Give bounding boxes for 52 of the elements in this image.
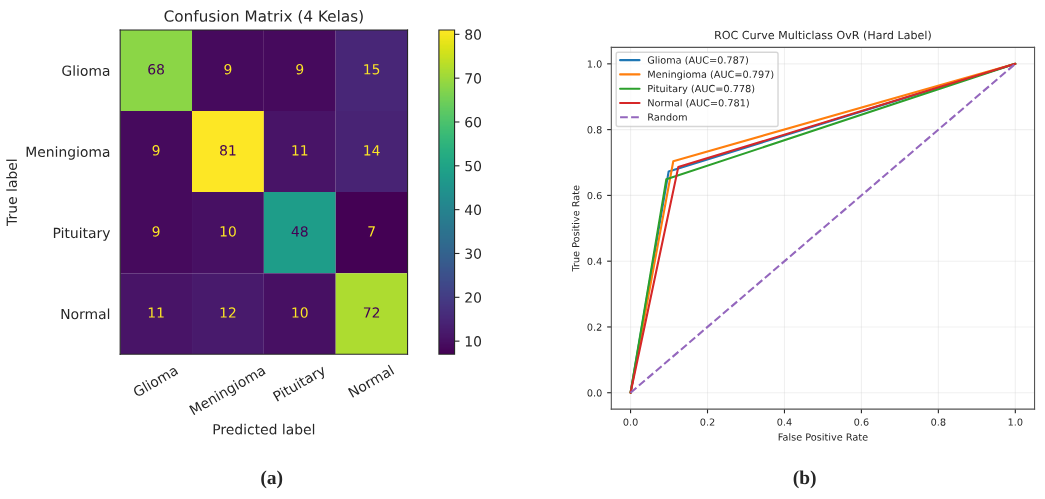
y-tick-label: 0.2	[587, 323, 602, 331]
data-label: 14	[364, 145, 380, 156]
color-bar-label: 30	[465, 248, 482, 259]
x-tick-label: 1.0	[1008, 418, 1023, 426]
data-label: 11	[292, 145, 308, 156]
x-tick-label: 0.4	[777, 418, 792, 426]
color-bar-label: 50	[465, 160, 482, 172]
color-bar-label: 60	[465, 116, 482, 128]
data-label: 9	[152, 145, 160, 156]
data-label: 12	[220, 307, 236, 318]
y-tick-label: Normal	[61, 308, 110, 320]
data-label: 7	[368, 226, 375, 237]
y-tick-label: 1.0	[587, 60, 602, 68]
color-bar-label: 40	[464, 204, 482, 216]
data-label: 72	[363, 307, 380, 318]
chart-title: ROC Curve Multiclass OvR (Hard Label)	[715, 30, 931, 41]
legend-label: Glioma (AUC=0.787)	[647, 56, 748, 65]
x-tick-label: 0.0	[623, 418, 638, 426]
color-bar-label: 80	[465, 29, 482, 40]
x-tick-label: 0.6	[854, 418, 869, 426]
y-tick-label: 0.8	[587, 126, 602, 134]
legend-label: Pituitary (AUC=0.778)	[648, 84, 755, 95]
data-label: 10	[292, 307, 308, 318]
chart-title: Confusion Matrix (4 Kelas)	[164, 10, 363, 24]
x-axis-title: False Positive Rate	[778, 433, 868, 441]
y-tick-label: Glioma	[62, 65, 110, 76]
data-label: 10	[220, 226, 236, 237]
data-label: 68	[148, 64, 164, 75]
y-axis-title: True label	[6, 159, 17, 226]
color-bar-label: 10	[465, 336, 482, 347]
data-label: 9	[224, 64, 232, 75]
text: (b)	[793, 470, 816, 489]
y-tick-label: 0.6	[587, 191, 602, 200]
color-bar-label: 70	[465, 73, 482, 84]
data-label: 48	[291, 226, 308, 237]
data-label: 9	[152, 226, 160, 237]
y-tick-label: Pituitary	[53, 227, 111, 241]
x-axis-title: Predicted label	[213, 423, 315, 435]
y-axis-title: True Positive Rate	[571, 185, 580, 272]
legend-label: Meningioma (AUC=0.797)	[648, 70, 774, 80]
data-label: 81	[220, 145, 236, 156]
x-tick-label: 0.2	[700, 418, 715, 426]
legend-label: Normal (AUC=0.781)	[648, 98, 749, 108]
data-label: 11	[148, 307, 164, 318]
data-label: 15	[364, 64, 380, 75]
text: (a)	[261, 470, 283, 489]
y-tick-label: 0.4	[587, 257, 602, 266]
x-tick-label: 0.8	[931, 418, 946, 426]
data-label: 9	[296, 64, 304, 75]
y-tick-label: Meningioma	[26, 146, 110, 160]
legend-label: Random	[648, 113, 687, 121]
color-bar-label: 20	[465, 292, 482, 303]
